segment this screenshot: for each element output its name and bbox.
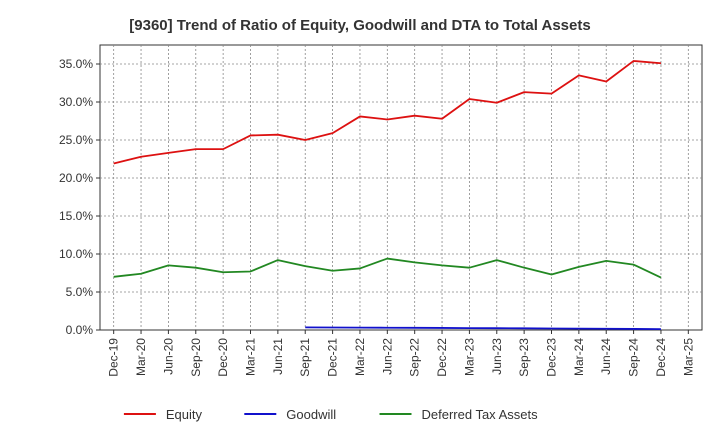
plot-area <box>99 44 703 331</box>
grid-layer <box>100 45 702 330</box>
x-tick-label: Jun-24 <box>599 338 613 375</box>
y-tick-label: 35.0% <box>59 57 93 71</box>
y-axis: 0.0% 5.0% 10.0% 15.0% 20.0% 25.0% 30.0% 35.0% <box>59 57 100 337</box>
x-tick-label: Mar-20 <box>134 338 148 376</box>
x-tick-label: Sep-20 <box>189 338 203 377</box>
legend: Equity Goodwill Deferred Tax Assets <box>123 407 539 422</box>
y-tick-label: 15.0% <box>59 209 93 223</box>
series-line-equity <box>113 60 662 165</box>
x-tick-label: Dec-21 <box>326 338 340 377</box>
x-tick-label: Mar-23 <box>462 338 476 376</box>
x-tick-label: Sep-22 <box>408 338 422 377</box>
x-tick-label: Jun-21 <box>271 338 285 375</box>
series-line-goodwill <box>305 326 661 330</box>
series-layer <box>113 60 662 330</box>
x-tick-label: Dec-20 <box>216 338 230 377</box>
legend-label-deferred-tax-assets: Deferred Tax Assets <box>422 407 539 422</box>
x-tick-label: Mar-24 <box>572 338 586 376</box>
x-tick-label: Mar-21 <box>244 338 258 376</box>
x-tick-label: Mar-22 <box>353 338 367 376</box>
y-tick-label: 5.0% <box>66 285 94 299</box>
x-tick-label: Jun-23 <box>490 338 504 375</box>
chart-title: [9360] Trend of Ratio of Equity, Goodwil… <box>129 17 590 34</box>
x-tick-label: Dec-23 <box>545 338 559 377</box>
y-tick-label: 25.0% <box>59 133 93 147</box>
x-tick-label: Sep-24 <box>627 338 641 377</box>
y-tick-label: 0.0% <box>66 323 94 337</box>
x-tick-label: Dec-19 <box>107 338 121 377</box>
y-tick-label: 20.0% <box>59 171 93 185</box>
x-tick-label: Mar-25 <box>681 338 695 376</box>
series-line-deferred-tax-assets <box>113 257 662 279</box>
x-tick-label: Sep-21 <box>298 338 312 377</box>
plot-frame <box>99 44 703 331</box>
x-tick-label: Dec-24 <box>654 338 668 377</box>
x-tick-label: Dec-22 <box>435 338 449 377</box>
x-tick-label: Jun-20 <box>161 338 175 375</box>
x-axis: Dec-19 Mar-20 Jun-20 Sep-20 Dec-20 Mar-21 Jun-… <box>107 330 695 377</box>
y-tick-label: 10.0% <box>59 247 93 261</box>
x-tick-label: Jun-22 <box>380 338 394 375</box>
legend-label-goodwill: Goodwill <box>286 407 336 422</box>
y-tick-label: 30.0% <box>59 95 93 109</box>
x-tick-label: Sep-23 <box>517 338 531 377</box>
legend-label-equity: Equity <box>166 407 203 422</box>
